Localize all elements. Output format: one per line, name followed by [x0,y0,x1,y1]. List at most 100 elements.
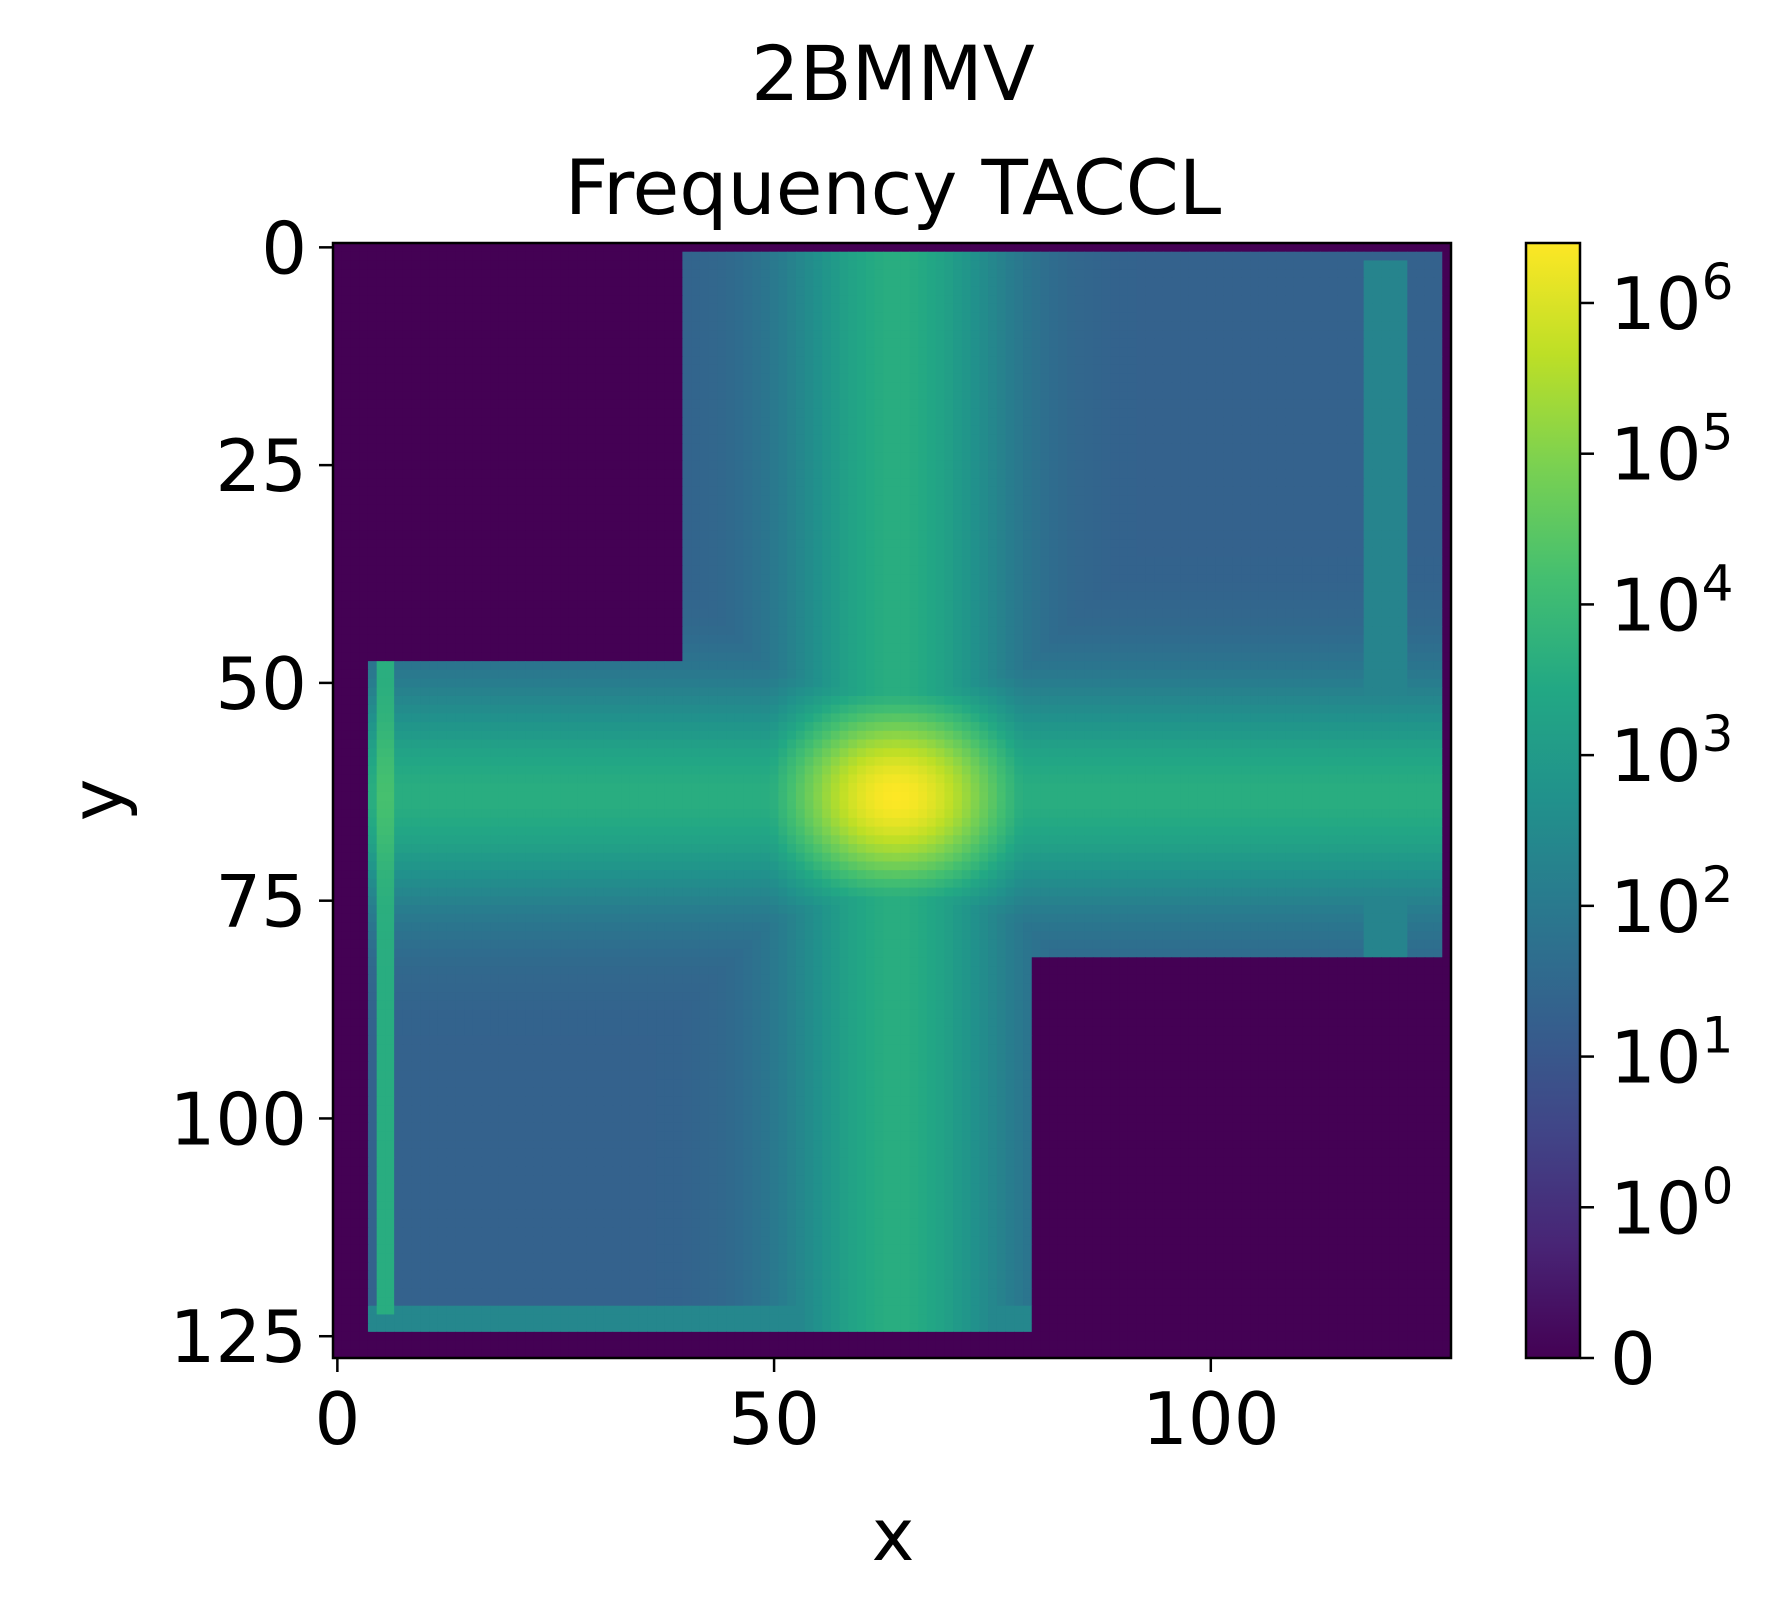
heatmap-cell [1023,417,1033,427]
heatmap-cell [1424,382,1435,392]
heatmap-cell [464,513,474,523]
heatmap-cell [1110,513,1120,523]
heatmap-cell [1311,495,1321,505]
heatmap-cell [603,486,614,497]
heatmap-cell [988,399,998,410]
heatmap-cell [935,495,945,505]
heatmap-cell [909,513,919,523]
heatmap-cell [1302,286,1312,296]
heatmap-cell [429,356,439,366]
heatmap-cell [743,356,753,366]
heatmap-cell [402,434,413,444]
heatmap-cell [909,495,919,505]
heatmap-cell [1180,495,1190,505]
heatmap-cell [359,373,369,383]
heatmap-cell [1171,295,1181,305]
heatmap-cell [1381,408,1391,418]
heatmap-cell [822,469,832,479]
heatmap-cell [1075,443,1085,453]
heatmap-cell [1389,321,1400,331]
heatmap-cell [481,269,491,279]
heatmap-cell [1101,303,1111,314]
heatmap-cell [1232,521,1242,532]
heatmap-cell [734,312,745,322]
heatmap-cell [1232,408,1242,418]
heatmap-cell [359,391,369,401]
heatmap-cell [1250,399,1260,410]
heatmap-cell [961,347,972,357]
heatmap-cell [839,295,849,305]
heatmap-cell [717,434,727,444]
heatmap-cell [734,565,745,575]
heatmap-cell [542,452,552,462]
heatmap-cell [769,286,780,296]
heatmap-cell [394,469,404,479]
heatmap-cell [988,356,998,366]
heatmap-cell [900,338,911,349]
heatmap-cell [595,382,605,392]
heatmap-cell [1092,495,1103,505]
heatmap-cell [734,486,745,497]
heatmap-cell [1057,286,1068,296]
heatmap-cell [385,312,395,322]
heatmap-cell [1433,338,1443,349]
heatmap-cell [542,347,552,357]
heatmap-cell [568,530,579,540]
heatmap-cell [612,547,622,558]
heatmap-cell [953,408,963,418]
heatmap-cell [429,251,439,262]
heatmap-cell [1232,417,1242,427]
heatmap-cell [691,251,701,262]
heatmap-cell [612,277,622,288]
heatmap-cell [1049,295,1059,305]
heatmap-cell [656,243,666,253]
heatmap-cell [1424,277,1435,288]
heatmap-cell [647,539,657,549]
heatmap-cell [367,338,378,349]
heatmap-cell [359,286,369,296]
heatmap-cell [1346,286,1356,296]
heatmap-cell [1110,504,1120,514]
heatmap-cell [839,530,849,540]
heatmap-cell [1267,312,1277,322]
heatmap-cell [507,251,518,262]
heatmap-cell [1241,260,1251,270]
heatmap-cell [1057,574,1068,584]
heatmap-cell [603,425,614,436]
heatmap-cell [778,469,788,479]
heatmap-cell [516,251,526,262]
heatmap-cell [394,391,404,401]
heatmap-cell [1101,269,1111,279]
heatmap-cell [1154,295,1164,305]
heatmap-cell [446,391,456,401]
heatmap-cell [1136,356,1146,366]
heatmap-cell [813,495,823,505]
heatmap-cell [1014,425,1024,436]
heatmap-cell [1057,460,1068,471]
heatmap-cell [621,364,631,375]
heatmap-cell [595,434,605,444]
heatmap-cell [1250,251,1260,262]
heatmap-cell [612,452,622,462]
heatmap-cell [673,251,683,262]
heatmap-cell [656,277,666,288]
heatmap-cell [1424,321,1435,331]
heatmap-cell [1433,295,1443,305]
heatmap-cell [481,382,491,392]
heatmap-cell [411,443,421,453]
heatmap-cell [1276,521,1286,532]
heatmap-cell [918,391,928,401]
heatmap-cell [953,303,963,314]
heatmap-cell [874,417,884,427]
heatmap-cell [883,251,893,262]
heatmap-cell [1145,460,1155,471]
heatmap-cell [1162,382,1173,392]
heatmap-cell [1267,443,1277,453]
heatmap-cell [560,408,570,418]
heatmap-cell [1110,469,1120,479]
heatmap-cell [551,530,561,540]
heatmap-cell [944,556,954,566]
heatmap-cell [1075,574,1085,584]
heatmap-cell [472,530,483,540]
heatmap-cell [402,269,413,279]
